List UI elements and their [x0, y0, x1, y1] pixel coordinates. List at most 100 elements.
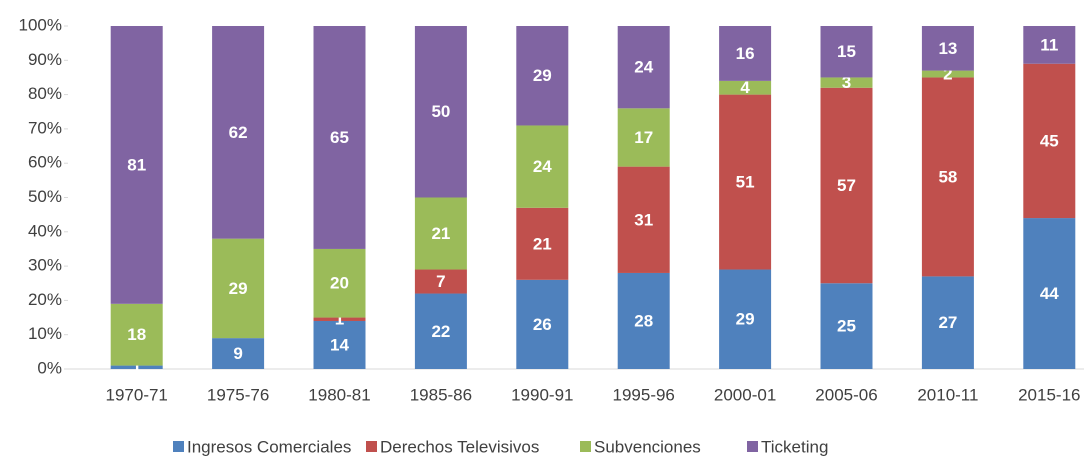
value-label: 28: [634, 311, 653, 330]
y-tick-label: 60%: [28, 153, 62, 172]
y-tick-label: 80%: [28, 84, 62, 103]
value-label: 17: [634, 128, 653, 147]
x-tick-label: 1980-81: [308, 385, 370, 404]
bar-segment: [617, 166, 670, 273]
value-label: 16: [736, 44, 755, 63]
bar-segment: [921, 77, 974, 277]
value-label: 24: [533, 157, 552, 176]
bar-segment: [414, 26, 467, 198]
bar-segment: [617, 26, 670, 109]
bar-segment: [1023, 26, 1076, 64]
value-label: 2: [943, 65, 952, 84]
value-label: 29: [229, 279, 248, 298]
x-tick-label: 1970-71: [106, 385, 168, 404]
bar-segment: [921, 276, 974, 369]
y-tick-label: 10%: [28, 324, 62, 343]
value-label: 50: [431, 102, 450, 121]
value-label: 51: [736, 173, 755, 192]
y-tick-label: 20%: [28, 290, 62, 309]
value-label: 22: [431, 322, 450, 341]
y-tick-label: 50%: [28, 187, 62, 206]
bar-segment: [719, 94, 772, 270]
bar-segment: [1023, 218, 1076, 369]
x-tick-label: 2015-16: [1018, 385, 1080, 404]
value-label: 58: [938, 167, 957, 186]
bar-segment: [921, 70, 974, 78]
value-label: 4: [740, 78, 750, 97]
bar-segment: [516, 207, 569, 280]
value-label: 25: [837, 317, 856, 336]
bar-segment: [313, 26, 366, 249]
x-tick-label: 2000-01: [714, 385, 776, 404]
value-label: 7: [436, 272, 445, 291]
value-label: 9: [233, 344, 242, 363]
bar-segment: [110, 26, 163, 304]
bar-segment: [516, 26, 569, 126]
bar-segment: [313, 317, 366, 321]
value-label: 27: [938, 313, 957, 332]
value-label: 1: [335, 310, 344, 329]
x-tick-label: 2010-11: [917, 385, 978, 404]
value-label: 65: [330, 128, 349, 147]
value-label: 3: [842, 73, 851, 92]
x-tick-label: 1985-86: [410, 385, 472, 404]
value-label: 24: [634, 58, 653, 77]
value-label: 21: [431, 224, 450, 243]
value-label: 15: [837, 42, 856, 61]
bar-segment: [313, 248, 366, 318]
x-tick-label: 1995-96: [613, 385, 675, 404]
bar-segment: [212, 238, 265, 339]
bar-segment: [820, 77, 873, 88]
legend-swatch: [580, 441, 591, 452]
legend-label: Derechos Televisivos: [380, 437, 539, 456]
bar-segment: [414, 293, 467, 369]
bar-segment: [110, 365, 163, 369]
y-tick-label: 30%: [28, 256, 62, 275]
bar-segment: [414, 269, 467, 294]
value-label: 81: [127, 155, 146, 174]
bar-segment: [212, 26, 265, 239]
bar-segment: [617, 272, 670, 369]
bar-segment: [719, 80, 772, 95]
value-label: 45: [1040, 131, 1059, 150]
legend-swatch: [747, 441, 758, 452]
value-label: 18: [127, 325, 146, 344]
value-label: 26: [533, 315, 552, 334]
x-tick-label: 2005-06: [815, 385, 877, 404]
legend-swatch: [366, 441, 377, 452]
y-tick-label: 70%: [28, 118, 62, 137]
bar-segment: [820, 283, 873, 369]
bar-segment: [719, 26, 772, 81]
bar-segment: [313, 320, 366, 369]
value-label: 14: [330, 335, 349, 354]
value-label: 21: [533, 234, 552, 253]
legend-swatch: [173, 441, 184, 452]
legend-label: Ingresos Comerciales: [187, 437, 351, 456]
legend-label: Ticketing: [761, 437, 828, 456]
value-label: 57: [837, 176, 856, 195]
value-label: 31: [634, 210, 653, 229]
value-label: 29: [736, 310, 755, 329]
y-tick-label: 40%: [28, 221, 62, 240]
bar-segment: [719, 269, 772, 369]
bar-segment: [212, 338, 265, 369]
bar-segment: [516, 279, 569, 369]
y-tick-label: 90%: [28, 50, 62, 69]
value-label: 1: [132, 358, 141, 377]
y-tick-label: 100%: [19, 15, 62, 34]
bar-segment: [617, 108, 670, 167]
bar-segment: [110, 303, 163, 366]
value-label: 44: [1040, 284, 1059, 303]
value-label: 11: [1040, 35, 1058, 54]
value-label: 62: [229, 123, 248, 142]
legend-label: Subvenciones: [594, 437, 701, 456]
x-tick-label: 1990-91: [511, 385, 573, 404]
value-label: 20: [330, 274, 349, 293]
bar-segment: [820, 87, 873, 284]
value-label: 13: [938, 39, 957, 58]
bar-segment: [516, 125, 569, 208]
bar-segment: [921, 26, 974, 71]
bar-segment: [820, 26, 873, 78]
bar-segment: [1023, 63, 1076, 219]
